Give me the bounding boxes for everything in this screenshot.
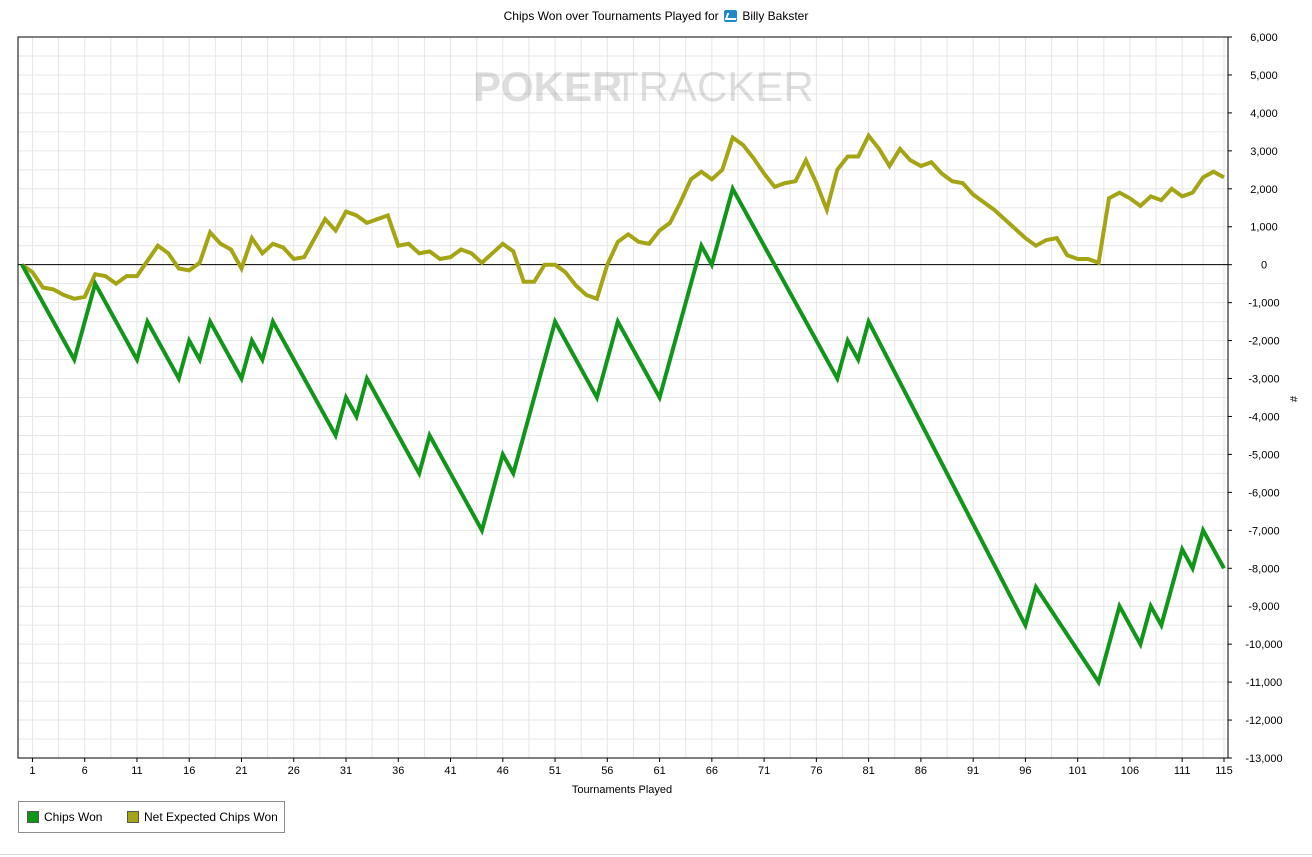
y-tick-label: -10,000 — [1245, 639, 1282, 651]
winamax-icon — [723, 10, 737, 22]
series-line-chips-won — [20, 183, 1226, 687]
series-layer — [20, 132, 1226, 687]
x-tick-label: 86 — [915, 765, 927, 777]
legend-label-net-expected: Net Expected Chips Won — [144, 810, 278, 824]
y-tick-label: -2,000 — [1248, 336, 1279, 348]
y-tick-label: -12,000 — [1245, 715, 1282, 727]
y-tick-label: -9,000 — [1248, 601, 1279, 613]
player-name: Billy Bakster — [742, 9, 809, 23]
x-tick-label: 36 — [392, 765, 404, 777]
legend-label-chips-won: Chips Won — [44, 810, 103, 824]
y-axis-ticks: 6,000 5,000 4,000 3,000 2,000 1,000 0 -1,000 -2,… — [1228, 32, 1283, 765]
x-tick-label: 66 — [706, 765, 718, 777]
x-tick-label: 16 — [183, 765, 195, 777]
watermark-poker: POKER — [473, 63, 622, 110]
y-tick-label: -13,000 — [1245, 753, 1282, 765]
x-tick-label: 56 — [601, 765, 613, 777]
x-tick-label: 76 — [810, 765, 822, 777]
y-tick-label: -11,000 — [1246, 677, 1283, 689]
x-tick-label: 61 — [653, 765, 665, 777]
legend-item-net-expected[interactable]: Net Expected Chips Won — [127, 810, 278, 824]
x-tick-label: 31 — [340, 765, 352, 777]
y-tick-label: -4,000 — [1248, 411, 1279, 423]
x-tick-label: 51 — [549, 765, 561, 777]
y-tick-label: 1,000 — [1250, 222, 1278, 234]
bottom-divider — [0, 854, 1312, 855]
x-tick-label: 91 — [967, 765, 979, 777]
y-tick-label: 5,000 — [1250, 70, 1278, 82]
grid-lines — [18, 36, 1228, 759]
watermark: POKER TRACKER — [473, 63, 814, 110]
series-line-net-expected — [20, 132, 1225, 302]
chart-title: Chips Won over Tournaments Played for Bi… — [0, 9, 1312, 23]
x-tick-label: 11 — [131, 765, 142, 777]
watermark-tracker: TRACKER — [613, 63, 814, 110]
y-tick-label: 4,000 — [1250, 108, 1278, 120]
x-axis-label: Tournaments Played — [572, 784, 672, 796]
x-tick-label: 71 — [758, 765, 770, 777]
y-tick-label: 2,000 — [1250, 184, 1278, 196]
x-tick-label: 41 — [444, 765, 456, 777]
x-axis-ticks: 1 6 11 16 21 26 31 36 41 46 51 56 61 66 71 76 81 86 91 96 10… — [29, 758, 1233, 777]
y-tick-label: 3,000 — [1250, 146, 1278, 158]
x-tick-label: 106 — [1121, 765, 1139, 777]
x-tick-label: 81 — [863, 765, 875, 777]
x-tick-label: 21 — [235, 765, 247, 777]
x-tick-label: 111 — [1174, 765, 1191, 777]
legend-item-chips-won[interactable]: Chips Won — [27, 810, 102, 824]
x-tick-label: 101 — [1068, 765, 1086, 777]
x-tick-label: 115 — [1215, 765, 1233, 777]
y-tick-label: -1,000 — [1248, 298, 1279, 310]
legend-swatch-net-expected — [127, 811, 139, 823]
y-tick-label: -3,000 — [1248, 374, 1279, 386]
y-tick-label: -8,000 — [1248, 563, 1279, 575]
y-tick-label: 0 — [1261, 260, 1267, 272]
y-axis-label: # — [1287, 396, 1299, 403]
y-tick-label: -5,000 — [1248, 449, 1279, 461]
y-tick-label: -7,000 — [1248, 525, 1279, 537]
y-tick-label: 6,000 — [1250, 32, 1278, 44]
x-tick-label: 96 — [1019, 765, 1031, 777]
plot-frame — [17, 36, 1229, 759]
legend-swatch-chips-won — [27, 811, 39, 823]
chart-title-prefix: Chips Won over Tournaments Played for — [503, 9, 719, 23]
x-tick-label: 26 — [288, 765, 300, 777]
x-tick-label: 1 — [29, 765, 35, 777]
y-tick-label: -6,000 — [1248, 487, 1279, 499]
x-tick-label: 46 — [497, 765, 509, 777]
x-tick-label: 6 — [82, 765, 88, 777]
legend: Chips Won Net Expected Chips Won — [18, 801, 285, 833]
